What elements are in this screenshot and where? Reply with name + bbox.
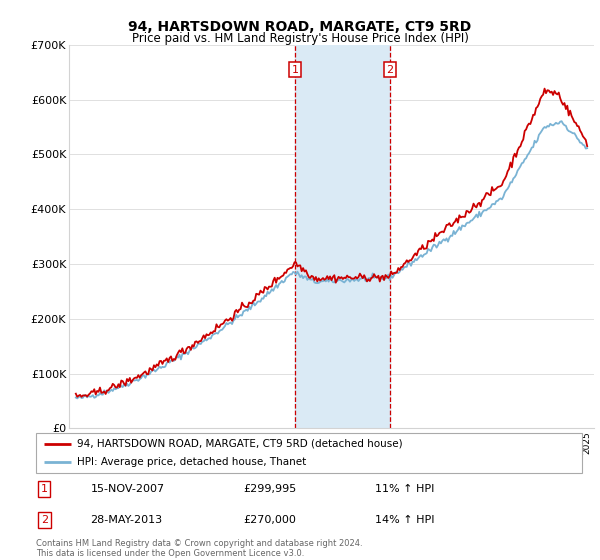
Text: 1: 1 xyxy=(41,484,47,494)
Bar xyxy=(295,45,389,428)
Text: 15-NOV-2007: 15-NOV-2007 xyxy=(91,484,165,494)
Text: 14% ↑ HPI: 14% ↑ HPI xyxy=(374,515,434,525)
Text: Contains HM Land Registry data © Crown copyright and database right 2024.
This d: Contains HM Land Registry data © Crown c… xyxy=(36,539,362,558)
Text: 94, HARTSDOWN ROAD, MARGATE, CT9 5RD (detached house): 94, HARTSDOWN ROAD, MARGATE, CT9 5RD (de… xyxy=(77,439,403,449)
Text: 1: 1 xyxy=(292,65,299,74)
Text: £299,995: £299,995 xyxy=(244,484,297,494)
Text: 28-MAY-2013: 28-MAY-2013 xyxy=(91,515,163,525)
Text: £270,000: £270,000 xyxy=(244,515,296,525)
Text: HPI: Average price, detached house, Thanet: HPI: Average price, detached house, Than… xyxy=(77,458,306,467)
Text: 2: 2 xyxy=(386,65,393,74)
Text: 11% ↑ HPI: 11% ↑ HPI xyxy=(374,484,434,494)
FancyBboxPatch shape xyxy=(36,433,582,473)
Text: Price paid vs. HM Land Registry's House Price Index (HPI): Price paid vs. HM Land Registry's House … xyxy=(131,32,469,45)
Text: 2: 2 xyxy=(41,515,48,525)
Text: 94, HARTSDOWN ROAD, MARGATE, CT9 5RD: 94, HARTSDOWN ROAD, MARGATE, CT9 5RD xyxy=(128,20,472,34)
